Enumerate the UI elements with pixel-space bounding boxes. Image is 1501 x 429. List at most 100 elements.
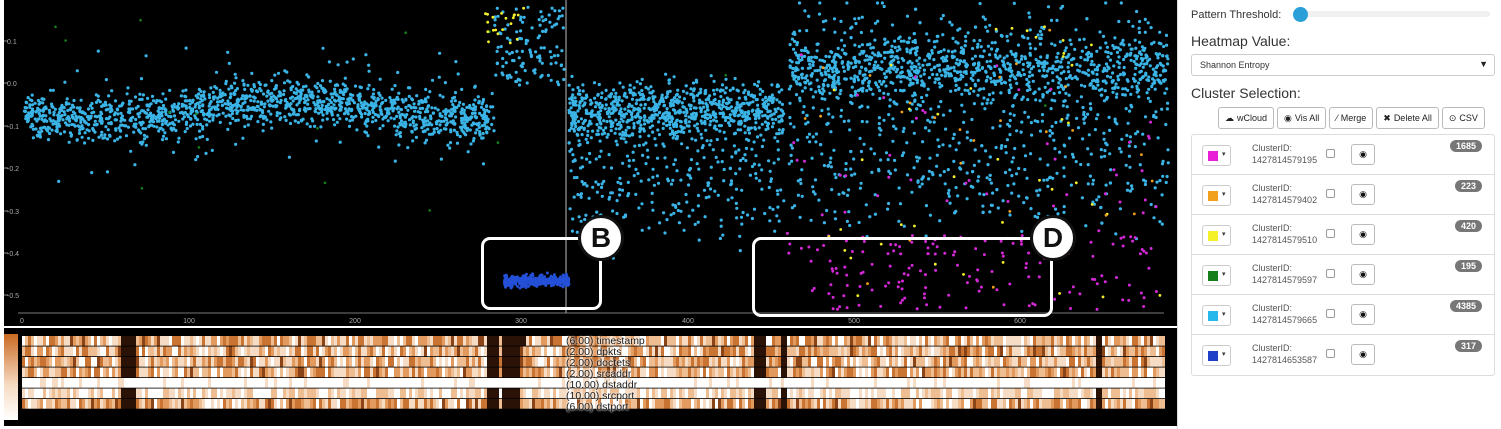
data-point — [514, 70, 518, 74]
data-point — [1062, 70, 1066, 74]
data-point — [609, 166, 614, 170]
data-point — [712, 98, 716, 103]
data-point — [98, 100, 102, 104]
scatter-plot[interactable]: 0.10.0-0.1-0.2-0.3-0.4-0.50 100 200 300 400 5… — [4, 0, 1177, 326]
data-point — [767, 185, 771, 190]
data-point — [678, 95, 682, 99]
data-point — [802, 105, 806, 109]
data-point — [895, 55, 899, 59]
data-point — [442, 109, 446, 113]
data-point — [483, 118, 488, 122]
data-point — [735, 101, 739, 105]
data-point — [857, 60, 861, 64]
data-point — [1050, 42, 1054, 46]
data-point — [1112, 64, 1116, 68]
data-point — [140, 109, 144, 113]
data-point — [773, 229, 777, 233]
data-point — [212, 113, 216, 117]
data-point — [526, 5, 530, 9]
data-point — [454, 115, 458, 119]
data-point — [730, 155, 734, 159]
data-point — [619, 123, 623, 127]
data-point — [775, 214, 779, 218]
data-point — [986, 29, 990, 33]
data-point — [931, 72, 935, 77]
data-point — [413, 109, 417, 113]
data-point — [926, 118, 930, 122]
data-point — [452, 105, 457, 109]
data-point — [822, 221, 827, 225]
data-point — [519, 15, 523, 19]
data-point — [397, 110, 401, 114]
data-point — [1148, 99, 1152, 103]
data-point — [586, 133, 590, 137]
data-point — [627, 102, 632, 106]
data-point — [1139, 56, 1143, 61]
data-point — [549, 78, 553, 82]
data-point — [1105, 95, 1109, 100]
data-point — [171, 150, 176, 154]
data-point — [758, 179, 762, 183]
data-point — [231, 116, 235, 121]
data-point — [678, 110, 683, 114]
data-point — [72, 98, 76, 103]
data-point — [769, 179, 773, 183]
data-point — [853, 60, 858, 64]
data-point — [1008, 213, 1012, 217]
data-point — [800, 194, 804, 198]
data-point — [540, 73, 544, 78]
data-point — [446, 143, 450, 147]
data-point — [946, 49, 951, 53]
data-point — [800, 89, 805, 93]
data-point — [219, 95, 223, 99]
data-point — [671, 103, 676, 107]
data-point — [296, 95, 300, 99]
data-point — [777, 132, 781, 136]
data-point — [718, 89, 723, 93]
data-point — [721, 148, 725, 152]
data-point — [1046, 5, 1051, 9]
data-point — [1152, 73, 1156, 77]
data-point — [234, 118, 238, 123]
data-point — [430, 78, 435, 82]
data-point — [607, 153, 611, 157]
data-point — [832, 148, 836, 152]
data-point — [986, 98, 990, 102]
data-point — [562, 67, 566, 71]
data-point — [999, 91, 1003, 95]
data-point — [887, 175, 891, 179]
data-point — [733, 114, 737, 118]
data-point — [798, 96, 802, 100]
data-point — [47, 108, 52, 112]
data-point — [1123, 87, 1127, 91]
data-point — [1009, 49, 1013, 54]
data-point — [1023, 154, 1028, 158]
data-point — [618, 120, 622, 124]
data-point — [798, 83, 802, 87]
data-point — [406, 146, 410, 150]
data-point — [102, 103, 106, 107]
data-point — [811, 60, 815, 64]
data-point — [849, 149, 853, 154]
data-point — [552, 54, 557, 58]
data-point — [283, 115, 287, 119]
data-point — [539, 46, 543, 50]
data-point — [1115, 50, 1120, 55]
data-point — [43, 106, 47, 110]
data-point — [805, 135, 809, 139]
data-point — [856, 78, 861, 82]
data-point — [716, 160, 720, 164]
data-point — [1102, 69, 1106, 73]
data-point — [902, 126, 906, 130]
data-point — [946, 191, 951, 195]
data-point — [202, 90, 206, 94]
data-point — [1078, 38, 1082, 42]
data-point — [796, 193, 801, 197]
data-point — [897, 219, 901, 223]
data-point — [1139, 62, 1143, 66]
data-point — [879, 158, 883, 162]
data-point — [1053, 43, 1057, 47]
data-point — [918, 185, 922, 189]
data-point — [1005, 54, 1009, 58]
data-point — [794, 66, 799, 70]
